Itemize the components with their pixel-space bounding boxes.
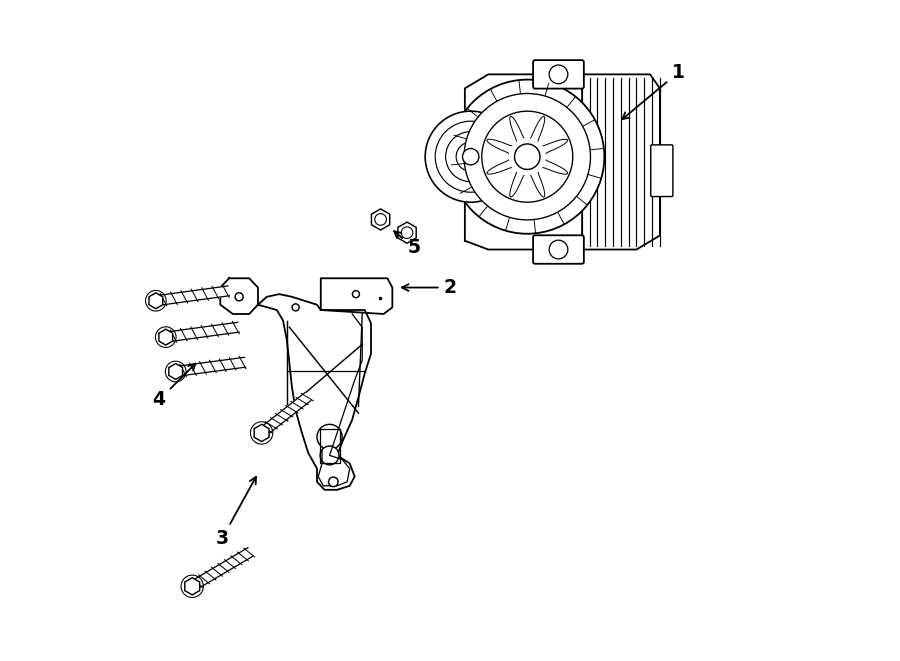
Polygon shape — [169, 364, 183, 379]
Polygon shape — [190, 548, 253, 590]
Circle shape — [456, 142, 485, 171]
Polygon shape — [258, 294, 371, 490]
Polygon shape — [149, 293, 163, 309]
Circle shape — [374, 214, 386, 225]
Circle shape — [436, 121, 506, 192]
Circle shape — [450, 79, 604, 234]
Text: 3: 3 — [215, 477, 256, 548]
Polygon shape — [398, 222, 416, 243]
Text: 2: 2 — [402, 278, 456, 297]
Circle shape — [515, 144, 540, 169]
Text: 1: 1 — [622, 63, 685, 119]
Circle shape — [446, 132, 496, 182]
Circle shape — [549, 240, 568, 259]
Circle shape — [463, 149, 479, 165]
Text: 5: 5 — [394, 231, 420, 257]
Polygon shape — [372, 209, 390, 230]
Text: 4: 4 — [153, 364, 195, 409]
Circle shape — [401, 227, 413, 239]
FancyBboxPatch shape — [533, 235, 584, 264]
Circle shape — [353, 291, 359, 297]
Polygon shape — [175, 358, 246, 376]
Polygon shape — [320, 278, 392, 314]
Circle shape — [292, 304, 299, 311]
Circle shape — [464, 93, 590, 220]
Circle shape — [328, 477, 338, 486]
Polygon shape — [465, 75, 660, 249]
Polygon shape — [184, 578, 200, 595]
Circle shape — [482, 111, 572, 202]
Circle shape — [317, 424, 342, 449]
FancyBboxPatch shape — [651, 145, 673, 196]
Circle shape — [320, 446, 339, 465]
Polygon shape — [254, 424, 269, 442]
Polygon shape — [159, 329, 173, 345]
Circle shape — [235, 293, 243, 301]
Polygon shape — [258, 393, 310, 437]
Circle shape — [425, 111, 517, 202]
Polygon shape — [165, 323, 239, 342]
FancyBboxPatch shape — [533, 60, 584, 89]
Polygon shape — [220, 278, 258, 314]
Polygon shape — [155, 286, 230, 305]
Circle shape — [549, 65, 568, 84]
